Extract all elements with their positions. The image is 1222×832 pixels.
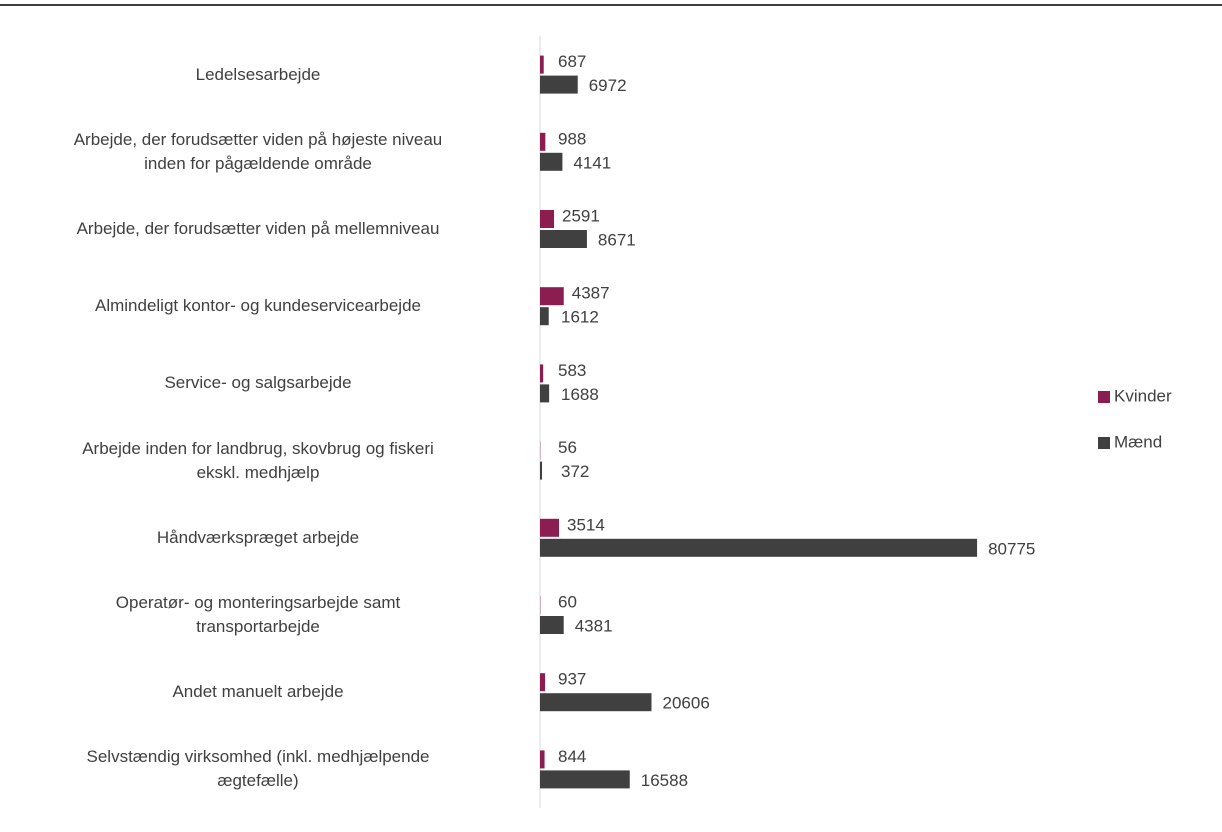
value-label: 4381 [575, 616, 613, 635]
bar [540, 518, 560, 537]
bar [540, 152, 563, 171]
value-label: 687 [558, 52, 586, 71]
category-label: Operatør- og monteringsarbejde samt tran… [115, 593, 401, 636]
value-label: 988 [558, 129, 586, 148]
value-label: 56 [558, 438, 577, 457]
bar [540, 210, 555, 228]
category-label: Ledelsesarbejde [195, 64, 321, 84]
bar [540, 384, 550, 403]
category-label: Andet manuelt arbejde [172, 682, 344, 702]
legend-label: Mænd [1114, 432, 1162, 451]
value-label: 1688 [561, 385, 599, 404]
value-label: 3514 [567, 515, 605, 534]
value-label: 937 [558, 670, 586, 689]
category-label: Håndværkspræget arbejde [156, 527, 360, 547]
value-label: 1612 [561, 308, 599, 327]
bar [540, 364, 544, 383]
bar [540, 538, 978, 557]
value-label: 80775 [988, 539, 1035, 558]
value-label: 844 [558, 747, 586, 766]
value-label: 583 [558, 361, 586, 380]
value-label: 8671 [598, 230, 636, 249]
bar [540, 750, 545, 769]
value-label: 16588 [641, 771, 688, 790]
value-label: 4387 [572, 284, 610, 303]
bar [540, 307, 549, 326]
legend-swatch [1098, 437, 1110, 449]
category-label: Arbejde, der forudsætter viden på højest… [73, 129, 443, 173]
value-label: 2591 [562, 206, 600, 225]
bar [540, 693, 652, 712]
value-label: 60 [558, 592, 577, 611]
bar [540, 230, 587, 248]
category-label: Selvstændig virksomhed (inkl. medhjælpen… [86, 747, 430, 791]
bar [540, 55, 544, 74]
value-label: 372 [561, 462, 589, 481]
category-label: Arbejde inden for landbrug, skovbrug og … [82, 438, 434, 482]
category-label: Almindeligt kontor- og kundeservicearbej… [94, 296, 421, 316]
value-label: 6972 [589, 76, 627, 95]
bar [540, 461, 543, 480]
value-label: 20606 [663, 694, 710, 713]
bar [540, 75, 578, 94]
legend-label: Kvinder [1114, 386, 1172, 405]
bar [540, 616, 564, 634]
bar [540, 287, 564, 306]
legend-swatch [1098, 391, 1110, 403]
category-label: Service- og salgsarbejde [164, 373, 352, 393]
bar [540, 673, 546, 692]
bar [540, 132, 546, 151]
bar [540, 770, 630, 789]
value-label: 4141 [573, 153, 611, 172]
category-label: Arbejde, der forudsætter viden på mellem… [76, 219, 440, 238]
